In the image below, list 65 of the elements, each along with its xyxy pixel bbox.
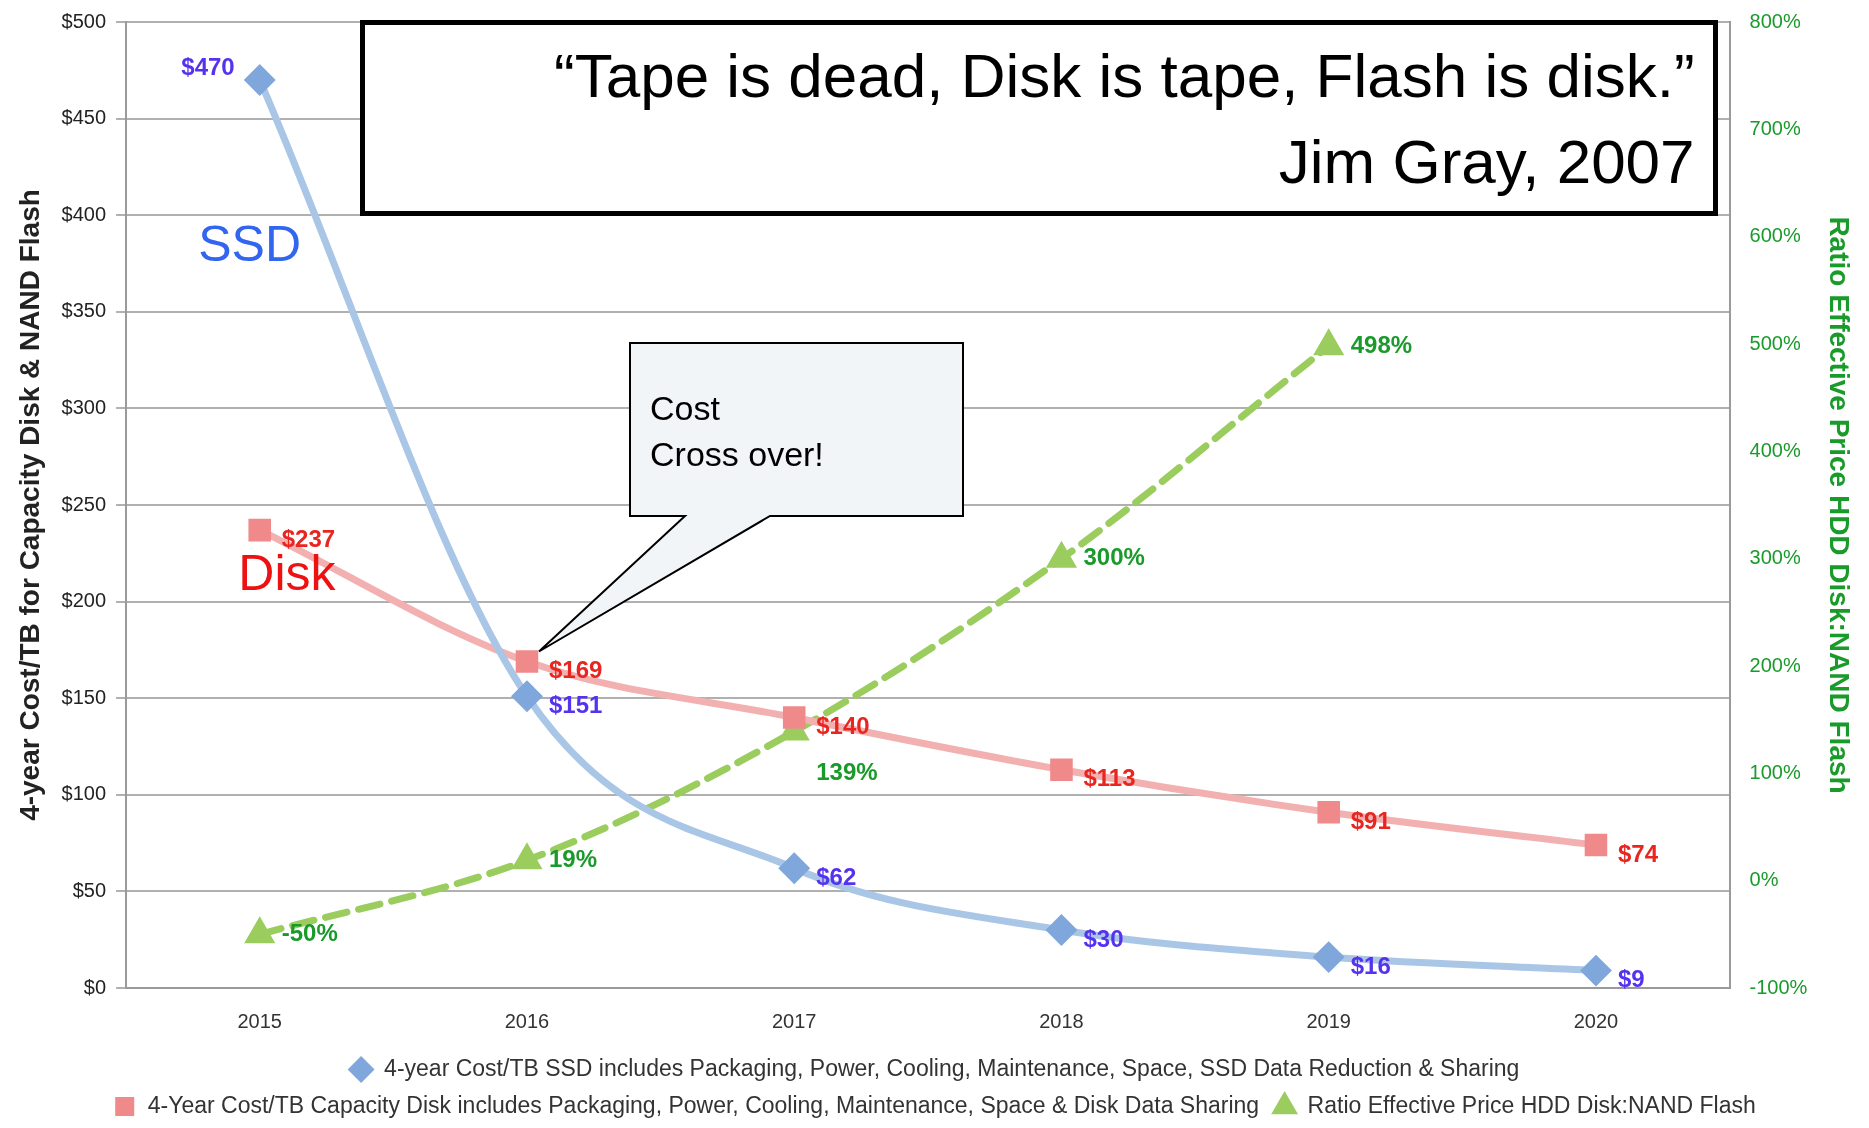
y-tick-label: $400 xyxy=(61,202,107,225)
point xyxy=(1581,956,1611,986)
point xyxy=(1317,800,1340,824)
data-label: 300% xyxy=(1083,543,1145,571)
data-label: $91 xyxy=(1350,806,1391,834)
y2-tick-label: 700% xyxy=(1749,116,1801,139)
y-tick-label: $450 xyxy=(61,106,107,129)
data-label: $62 xyxy=(816,862,857,890)
point xyxy=(512,681,542,711)
point xyxy=(1050,758,1073,781)
y2-tick-label: 300% xyxy=(1749,546,1801,569)
point xyxy=(515,650,539,673)
legend-label: Ratio Effective Price HDD Disk:NAND Flash xyxy=(1307,1091,1756,1118)
x-tick-label: 2017 xyxy=(771,1009,817,1032)
annotation: “Tape is dead, Disk is tape, Flash is disk.” xyxy=(553,40,1695,112)
legend-label: 4-Year Cost/TB Capacity Disk includes Packaging, Power, Cooling, Maintenance, Space & Disk Data Sharing xyxy=(147,1091,1260,1118)
y2-tick-label: 600% xyxy=(1749,224,1801,247)
y2-tick-label: 200% xyxy=(1749,653,1801,676)
data-label: $140 xyxy=(816,712,870,740)
y2-tick-label: 500% xyxy=(1749,331,1801,354)
y-tick-label: $150 xyxy=(61,685,107,708)
y2-tick-label: 0% xyxy=(1749,868,1779,891)
x-tick-label: 2019 xyxy=(1306,1009,1351,1032)
y-axis-title: 4-year Cost/TB for Capacity Disk & NAND Flash xyxy=(13,189,45,821)
y-tick-label: $0 xyxy=(83,975,107,998)
point xyxy=(245,65,275,95)
annotation: Cost Cross over! xyxy=(650,388,824,475)
data-label: $16 xyxy=(1350,951,1391,979)
quote-box: “Tape is dead, Disk is tape, Flash is disk.” Jim Gray, 2007 xyxy=(360,20,1718,216)
data-label: $74 xyxy=(1617,839,1659,867)
x-tick-label: 2016 xyxy=(504,1009,550,1032)
data-label: $9 xyxy=(1617,965,1645,993)
annotation: Jim Gray, 2007 xyxy=(1277,126,1695,198)
point xyxy=(1584,833,1608,857)
point xyxy=(1046,915,1076,945)
data-label: $151 xyxy=(548,690,603,718)
data-label: -50% xyxy=(281,918,338,946)
x-tick-label: 2015 xyxy=(237,1009,282,1032)
data-label: $169 xyxy=(548,656,603,684)
annotation: SSD xyxy=(198,215,302,274)
y-tick-label: $200 xyxy=(61,589,107,612)
x-tick-label: 2020 xyxy=(1573,1009,1619,1032)
legend-label: 4-year Cost/TB SSD includes Packaging, Power, Cooling, Maintenance, Space, SSD Data Reduction & Sharing xyxy=(384,1054,1520,1081)
y-tick-label: $500 xyxy=(61,9,107,32)
data-label: 498% xyxy=(1350,330,1413,358)
data-label: 19% xyxy=(548,844,598,872)
y2-tick-label: 100% xyxy=(1749,760,1801,783)
point xyxy=(779,853,809,883)
y2-tick-label: 400% xyxy=(1749,438,1801,461)
data-label: $113 xyxy=(1083,764,1136,792)
data-label: $30 xyxy=(1083,924,1124,952)
data-label: 139% xyxy=(816,758,878,786)
data-label: $470 xyxy=(181,52,235,80)
y-tick-label: $100 xyxy=(61,782,107,805)
y2-tick-label: 800% xyxy=(1749,9,1801,32)
point xyxy=(782,706,806,729)
y-tick-label: $350 xyxy=(61,299,107,322)
y-tick-label: $300 xyxy=(61,395,107,418)
y2-tick-label: -100% xyxy=(1749,975,1808,998)
point xyxy=(248,518,271,542)
y-tick-label: $250 xyxy=(61,492,107,515)
x-tick-label: 2018 xyxy=(1039,1009,1084,1032)
point xyxy=(1314,942,1344,972)
y2-axis-title: Ratio Effective Price HDD Disk:NAND Flash xyxy=(1824,216,1856,794)
y-tick-label: $50 xyxy=(72,878,107,901)
